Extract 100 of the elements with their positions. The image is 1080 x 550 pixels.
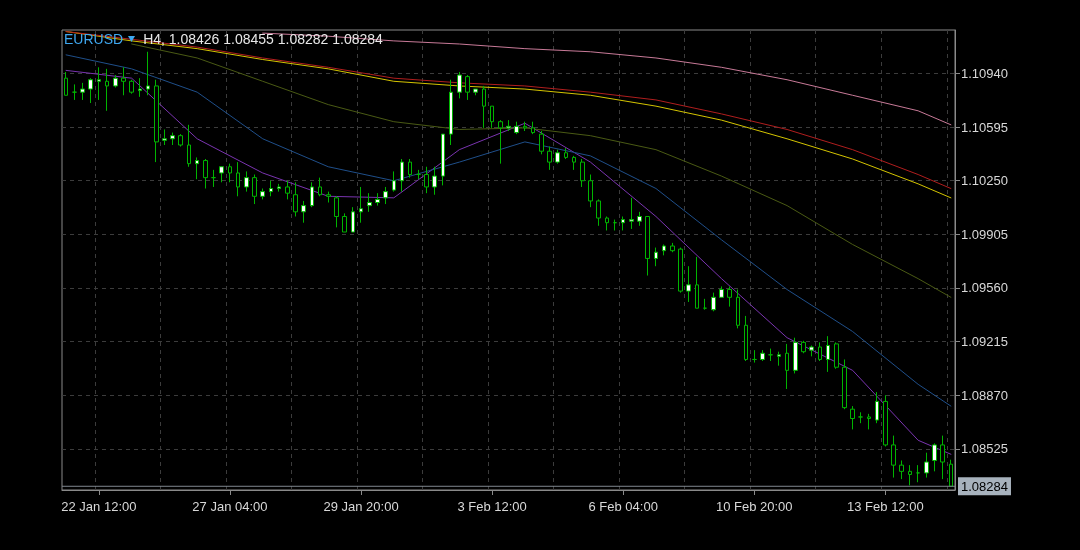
candlestick (219, 166, 224, 183)
candlestick (539, 130, 544, 155)
y-tick-label: 1.08870 (961, 387, 1008, 403)
x-tick-label: 13 Feb 12:00 (847, 499, 924, 514)
candlestick (908, 464, 912, 486)
candlestick (498, 119, 503, 165)
candlestick (310, 181, 314, 208)
candlestick (342, 212, 347, 233)
candlestick (736, 289, 740, 329)
candlestick (670, 242, 675, 253)
candlestick (850, 405, 855, 430)
candlestick (473, 88, 478, 96)
candlestick (351, 206, 355, 233)
candlestick (867, 413, 871, 430)
candlestick (523, 121, 527, 132)
candlestick (195, 156, 199, 180)
candlestick (457, 71, 462, 99)
candlestick (88, 77, 93, 104)
candlestick (97, 66, 101, 101)
x-tick-label: 6 Feb 04:00 (588, 499, 658, 514)
candlestick (842, 358, 847, 410)
candlestick (514, 121, 519, 135)
candlestick (777, 351, 781, 367)
candlestick (64, 71, 68, 96)
line-series (65, 54, 952, 407)
x-tick-label: 3 Feb 12:00 (457, 499, 527, 514)
candlestick (564, 147, 568, 160)
candlestick (596, 198, 601, 227)
candlestick (187, 124, 191, 168)
candlestick (170, 132, 175, 146)
candlestick (547, 146, 552, 171)
candlestick (801, 340, 806, 354)
candlestick (932, 442, 937, 472)
candlestick (916, 464, 920, 483)
candlestick (580, 158, 585, 188)
candlestick (531, 121, 535, 135)
candlestick (760, 349, 765, 362)
candlestick (318, 177, 322, 197)
candlestick (621, 215, 625, 231)
candlestick (236, 161, 240, 197)
ref-line-label: 1.08284 (961, 478, 1008, 494)
candlestick (891, 435, 896, 479)
candlestick (129, 79, 134, 95)
candlestick (113, 74, 118, 88)
candlestick (662, 243, 666, 256)
candlestick (285, 180, 290, 200)
candlestick (392, 170, 396, 193)
candlestick (490, 105, 494, 129)
candlestick (637, 211, 642, 227)
candlestick (121, 66, 126, 96)
candlestick (678, 247, 683, 294)
candlestick (629, 197, 634, 230)
candlestick (277, 183, 281, 193)
candlestick (293, 181, 298, 217)
candlestick (211, 169, 216, 188)
candlestick (252, 174, 257, 205)
candlestick (719, 285, 724, 298)
candlestick (359, 186, 363, 224)
candlestick (72, 83, 77, 101)
candlestick (260, 188, 265, 200)
y-tick-label: 1.10250 (961, 173, 1008, 189)
candlestick (482, 85, 486, 129)
x-tick-label: 22 Jan 12:00 (61, 499, 137, 514)
candlestick (588, 174, 593, 208)
y-tick-label: 1.09560 (961, 280, 1008, 296)
candlestick (228, 163, 232, 183)
candlestick (572, 155, 576, 171)
candlestick (949, 459, 953, 488)
candlestick (408, 158, 412, 179)
candlestick (686, 265, 691, 303)
candlestick (793, 337, 798, 374)
candlestick (178, 133, 183, 148)
candlestick (80, 82, 85, 101)
candlestick (605, 215, 609, 231)
candlestick (465, 74, 470, 101)
candlestick (301, 200, 306, 224)
y-tick-label: 1.09215 (961, 334, 1008, 350)
candlestick (555, 149, 560, 165)
candlestick (432, 166, 437, 196)
candlestick (146, 51, 150, 96)
candlestick (695, 256, 699, 309)
candlestick (154, 79, 159, 163)
candlestick (105, 68, 109, 112)
candlestick (506, 119, 511, 132)
candlestick (899, 459, 904, 480)
candlestick (334, 195, 339, 228)
x-tick-label: 10 Feb 20:00 (715, 499, 793, 514)
candlestick (244, 170, 249, 193)
x-tick-label: 27 Jan 04:00 (192, 499, 268, 514)
candlestick (768, 348, 773, 362)
candlestick (744, 315, 748, 362)
candlestick (834, 341, 839, 370)
candlestick (449, 79, 453, 146)
candlestick (809, 344, 814, 357)
candlestick (826, 335, 830, 373)
candlestick (424, 166, 429, 194)
candlestick (400, 158, 404, 193)
candlestick (818, 341, 822, 362)
line-series (65, 69, 952, 455)
candlestick (375, 192, 380, 207)
